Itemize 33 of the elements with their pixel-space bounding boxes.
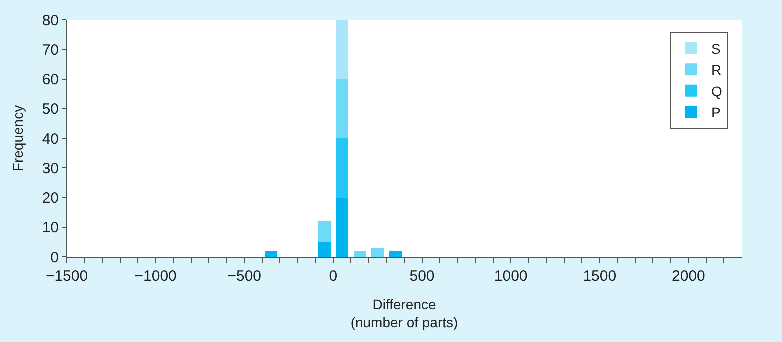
bar	[318, 242, 331, 257]
x-tick-label: −500	[228, 268, 262, 285]
y-tick-label: 70	[42, 42, 59, 59]
y-tick-label: 80	[42, 12, 59, 30]
y-tick-label: 30	[42, 160, 59, 178]
y-tick-label: 40	[42, 130, 59, 148]
legend-label: S	[712, 40, 721, 57]
y-axis-title: Frequency	[10, 105, 26, 172]
bar	[336, 198, 349, 257]
x-tick-label: −1000	[134, 268, 177, 285]
x-tick-label: −1500	[46, 268, 88, 285]
x-tick-label: 1000	[494, 268, 528, 285]
y-tick-label: 20	[42, 190, 59, 207]
x-tick-label: 500	[410, 268, 435, 285]
legend-label: Q	[712, 83, 722, 100]
x-tick-label: 1500	[583, 268, 617, 285]
x-tick-label: 0	[329, 268, 338, 285]
bar	[336, 138, 349, 198]
bar	[389, 251, 402, 257]
bar	[265, 251, 278, 257]
x-tick-label: 2000	[672, 268, 706, 285]
bar	[318, 221, 331, 242]
y-tick-label: 60	[42, 72, 59, 88]
y-tick-label: 0	[50, 249, 59, 266]
x-axis-title: Difference (number of parts)	[350, 296, 458, 330]
legend-label: R	[712, 62, 722, 78]
bar	[336, 20, 349, 80]
bar	[354, 251, 366, 257]
legend-label: P	[712, 104, 721, 121]
bar	[336, 79, 349, 138]
bar	[372, 248, 384, 257]
y-tick-label: 10	[42, 220, 59, 237]
y-tick-label: 50	[42, 101, 59, 118]
